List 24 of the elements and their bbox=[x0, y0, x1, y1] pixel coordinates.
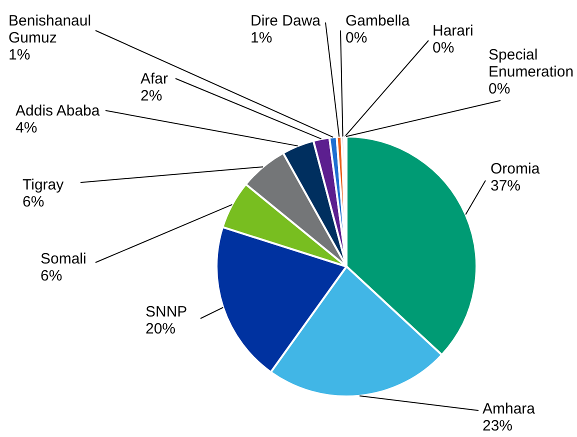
data-label: 0% bbox=[488, 80, 510, 98]
data-label: 1% bbox=[250, 30, 272, 46]
slice-label: Dire Dawa bbox=[250, 12, 322, 30]
data-label: 37% bbox=[490, 178, 521, 194]
data-label: 23% bbox=[482, 418, 513, 434]
slice-label: Gambella bbox=[346, 12, 410, 30]
slice-label: Tigray bbox=[22, 176, 64, 194]
slice-label: Benishanaul Gumuz bbox=[8, 12, 92, 46]
slice-label: Addis Ababa bbox=[16, 102, 100, 120]
slice-label: Special Enumeration bbox=[488, 46, 574, 80]
slice-label: Somali bbox=[40, 250, 86, 268]
slice-label: Oromia bbox=[490, 160, 540, 178]
data-label: 6% bbox=[22, 194, 44, 210]
data-label: 0% bbox=[432, 40, 454, 56]
data-label: 20% bbox=[146, 320, 176, 338]
slice-label: Afar bbox=[140, 70, 168, 88]
data-label: 0% bbox=[346, 30, 368, 46]
slice-label: Harari bbox=[432, 22, 474, 40]
data-label: 6% bbox=[40, 268, 62, 284]
slice-label: SNNP bbox=[146, 304, 188, 320]
data-label: 2% bbox=[140, 88, 162, 104]
data-label: 4% bbox=[16, 120, 38, 136]
data-label: 1% bbox=[8, 46, 30, 64]
slice-label: Amhara bbox=[482, 400, 536, 418]
